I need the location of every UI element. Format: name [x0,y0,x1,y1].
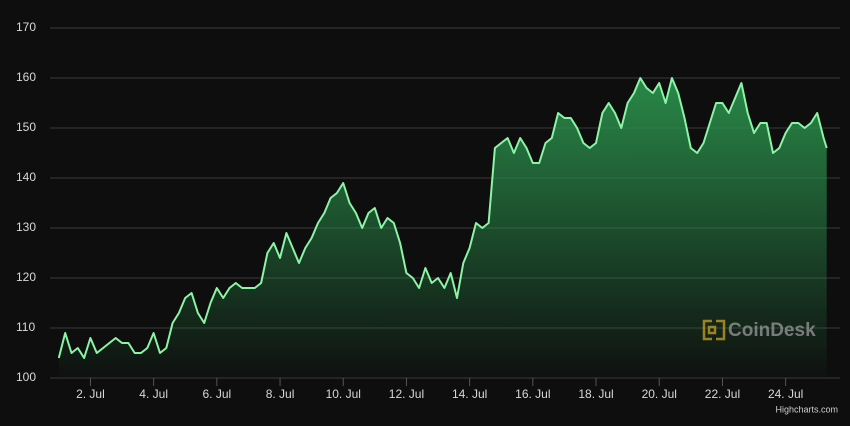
x-tick-label: 2. Jul [76,387,105,401]
x-tick-label: 16. Jul [515,387,550,401]
y-tick-label: 170 [16,20,36,34]
line [57,77,828,359]
x-tick-label: 14. Jul [452,387,487,401]
y-tick-label: 150 [16,120,36,134]
watermark-icon [702,319,726,341]
x-tick-label: 10. Jul [326,387,361,401]
y-tick-label: 100 [16,370,36,384]
credit: Highcharts.com [775,404,838,414]
y-tick-label: 120 [16,270,36,284]
y-tick-label: 160 [16,70,36,84]
y-tick-label: 130 [16,220,36,234]
y-tick-label: 110 [16,320,35,334]
area [58,78,827,378]
x-tick-label: 22. Jul [705,387,740,401]
x-tick-label: 6. Jul [203,387,232,401]
x-tick-label: 4. Jul [139,387,168,401]
plot-area: 100 110 120 130 140 150 160 170 2. Jul 4. Jul 6. J… [16,20,840,401]
x-tick-label: 24. Jul [768,387,803,401]
x-tick-label: 18. Jul [578,387,613,401]
y-tick-label: 140 [16,170,36,184]
watermark-text: CoinDesk [728,320,816,341]
watermark: CoinDesk [702,319,816,341]
x-tick-label: 20. Jul [642,387,677,401]
x-tick-label: 8. Jul [266,387,295,401]
x-tick-label: 12. Jul [389,387,424,401]
